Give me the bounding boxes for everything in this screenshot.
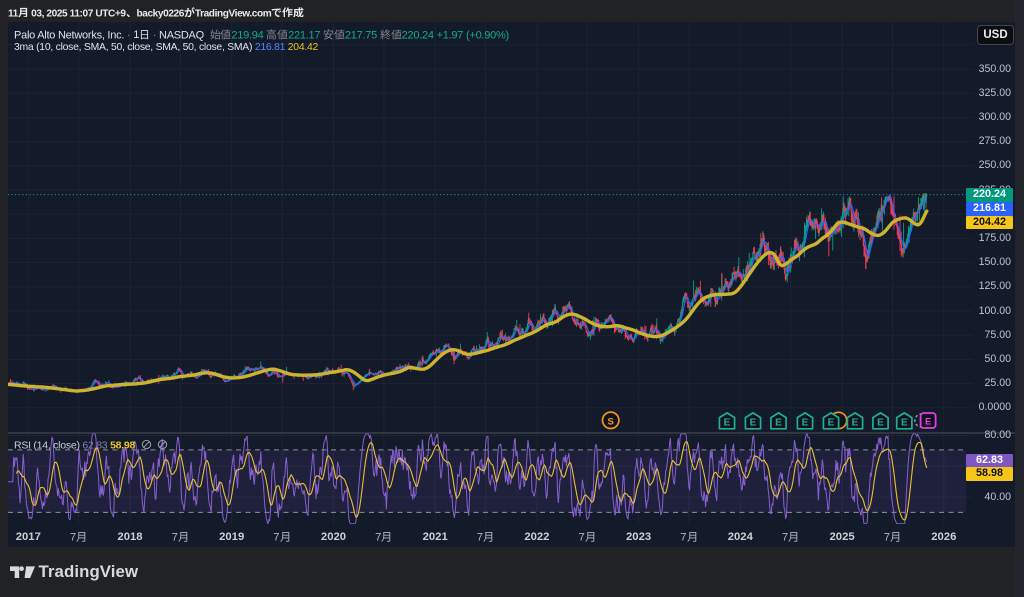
svg-text:E: E <box>925 416 931 427</box>
svg-text:E: E <box>828 418 835 429</box>
svg-text:E: E <box>901 418 908 429</box>
svg-text:E: E <box>877 418 884 429</box>
svg-text:E: E <box>775 418 782 429</box>
svg-text:E: E <box>724 418 731 429</box>
svg-text:E: E <box>802 418 809 429</box>
svg-text:E: E <box>852 418 859 429</box>
svg-text:E: E <box>750 418 757 429</box>
svg-text:S: S <box>608 416 614 427</box>
